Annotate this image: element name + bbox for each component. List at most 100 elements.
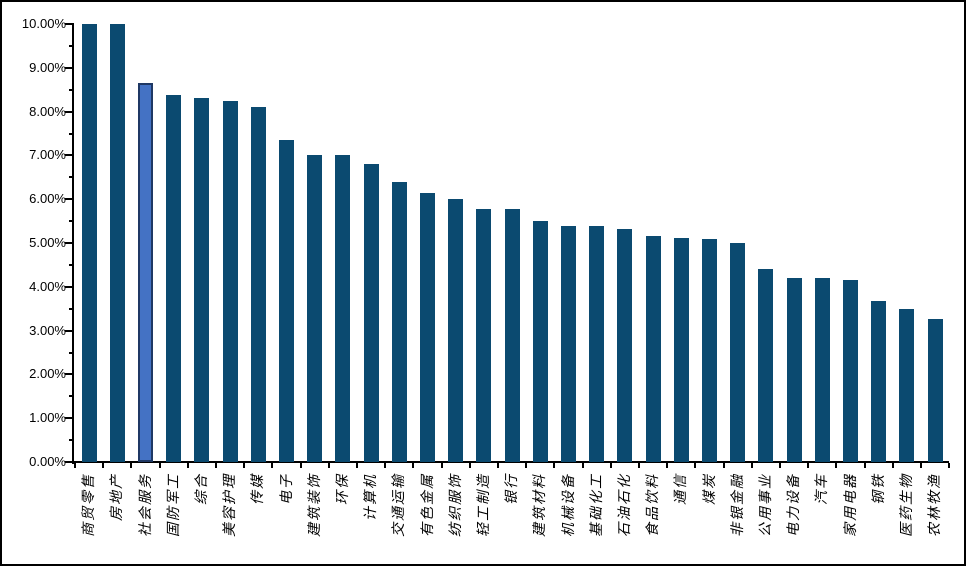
bar [645, 235, 661, 462]
bar [420, 192, 435, 462]
category-label: 煤炭 [702, 473, 718, 505]
x-boundary-tick [215, 463, 217, 468]
category-label: 美容护理 [223, 473, 239, 537]
y-major-tick [65, 417, 73, 420]
x-boundary-tick [384, 463, 387, 468]
x-boundary-tick [553, 463, 556, 468]
category-label: 家用电器 [843, 473, 859, 537]
bar [81, 24, 97, 462]
y-major-tick [65, 198, 73, 201]
y-tick-label: 4.00% [29, 278, 66, 294]
x-boundary-tick [412, 463, 415, 468]
bar [476, 208, 492, 462]
bar [871, 300, 887, 462]
y-minor-tick [69, 307, 73, 310]
category-label: 社会服务 [138, 473, 154, 537]
y-major-tick [65, 329, 73, 332]
category-label: 建筑材料 [533, 473, 549, 537]
bar [222, 101, 238, 462]
bar [702, 238, 717, 462]
bar [532, 221, 548, 462]
bar [843, 280, 858, 462]
x-boundary-tick [271, 463, 274, 468]
x-boundary-tick [327, 463, 330, 468]
bar [363, 163, 379, 462]
category-label: 纺织服饰 [448, 473, 464, 537]
y-tick-label: 2.00% [29, 366, 66, 382]
y-tick-label: 10.00% [21, 16, 66, 31]
bar [786, 278, 802, 462]
category-label: 建筑装饰 [307, 473, 323, 537]
x-boundary-tick [863, 463, 866, 468]
category-label: 轻工制造 [476, 473, 492, 537]
category-label: 基础化工 [589, 473, 605, 537]
category-label: 非银金融 [730, 473, 746, 537]
x-boundary-tick [102, 463, 105, 468]
bar [391, 181, 407, 462]
y-tick-label: 7.00% [29, 147, 66, 163]
x-boundary-tick [581, 463, 584, 468]
y-axis-line [72, 23, 74, 464]
x-boundary-tick [158, 463, 161, 468]
category-label: 食品饮料 [646, 473, 662, 537]
bar [561, 226, 576, 462]
y-minor-tick [69, 44, 73, 47]
bar [589, 226, 605, 462]
x-boundary-tick [74, 463, 76, 468]
x-boundary-tick [779, 463, 781, 468]
category-label: 环保 [335, 473, 351, 505]
bar [335, 155, 351, 462]
x-boundary-tick [609, 463, 612, 468]
category-label: 公用事业 [758, 473, 774, 537]
y-major-tick [65, 373, 73, 376]
y-major-tick [65, 66, 73, 69]
y-minor-tick [69, 176, 73, 179]
bar [307, 155, 323, 462]
y-major-tick [65, 461, 73, 463]
x-boundary-tick [356, 463, 358, 468]
bar [448, 199, 464, 462]
category-label: 传媒 [251, 473, 267, 505]
x-boundary-tick [468, 463, 471, 468]
bar [166, 94, 182, 462]
category-label: 电力设备 [787, 473, 803, 537]
y-major-tick [65, 285, 73, 288]
bar [194, 98, 210, 462]
y-minor-tick [69, 132, 73, 135]
category-label: 商贸零售 [82, 473, 98, 537]
x-boundary-tick [186, 463, 189, 468]
x-boundary-tick [497, 463, 499, 468]
y-tick-label: 8.00% [29, 103, 66, 119]
x-boundary-tick [525, 463, 528, 468]
category-label: 石油石化 [617, 473, 633, 537]
y-major-tick [65, 23, 73, 25]
x-boundary-tick [750, 463, 753, 468]
bar [730, 243, 746, 462]
x-boundary-tick [722, 463, 725, 468]
x-boundary-tick [835, 463, 838, 468]
bar [617, 228, 633, 462]
y-minor-tick [69, 395, 73, 398]
x-boundary-tick [666, 463, 669, 468]
x-boundary-tick [299, 463, 302, 468]
x-boundary-tick [130, 463, 133, 468]
category-label: 计算机 [364, 473, 380, 521]
y-major-tick [65, 110, 73, 113]
y-minor-tick [69, 263, 73, 266]
bar [279, 140, 294, 462]
bar [109, 24, 125, 462]
category-label: 钢铁 [871, 473, 887, 505]
x-boundary-tick [243, 463, 246, 468]
category-label: 银行 [505, 473, 521, 505]
bar [758, 269, 774, 462]
bar [504, 208, 520, 462]
x-boundary-tick [948, 463, 951, 468]
x-boundary-tick [440, 463, 443, 468]
category-label: 医药生物 [899, 473, 915, 537]
x-boundary-tick [694, 463, 697, 468]
x-boundary-tick [891, 463, 894, 468]
x-axis-line [72, 461, 949, 463]
bar [899, 308, 915, 462]
category-label: 通信 [674, 473, 690, 505]
